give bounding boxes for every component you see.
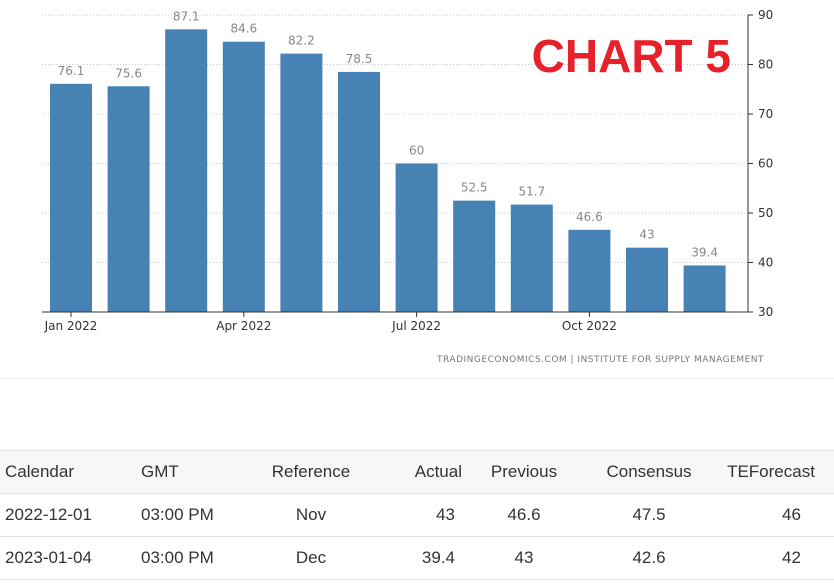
bar <box>626 247 668 312</box>
y-tick-label: 60 <box>758 157 773 171</box>
bar <box>510 204 553 312</box>
cell-consensus: 47.5 <box>581 493 717 537</box>
x-tick-label: Jul 2022 <box>391 319 441 333</box>
header-previous: Previous <box>467 450 581 494</box>
data-label: 52.5 <box>461 181 488 195</box>
cell-actual: 43 <box>370 493 467 537</box>
cell-teforecast: 46 <box>717 493 834 537</box>
y-tick-label: 90 <box>758 8 773 22</box>
data-label: 51.7 <box>518 185 545 199</box>
bar <box>338 71 380 312</box>
cell-previous: 43 <box>467 536 581 580</box>
cell-gmt: 03:00 PM <box>136 493 252 537</box>
data-label: 78.5 <box>346 52 373 66</box>
data-label: 39.4 <box>691 245 718 259</box>
x-tick-label: Jan 2022 <box>44 319 98 333</box>
x-tick-label: Oct 2022 <box>562 319 617 333</box>
header-reference: Reference <box>252 450 370 494</box>
cell-gmt: 03:00 PM <box>136 536 252 580</box>
table-row: 2022-12-01 03:00 PM Nov 43 46.6 47.5 46 <box>0 493 834 537</box>
header-calendar: Calendar <box>0 450 136 494</box>
bar-chart: 76.1 75.6 87.1 84.6 82.2 78.5 60 52.5 51.7 46.6 43… <box>42 8 773 365</box>
chart-container: 76.1 75.6 87.1 84.6 82.2 78.5 60 52.5 51.7 46.6 43… <box>0 8 834 379</box>
cell-reference: Nov <box>252 493 370 537</box>
cell-previous: 46.6 <box>467 493 581 537</box>
y-tick-label: 80 <box>758 58 773 72</box>
data-label: 60 <box>409 144 424 158</box>
cell-actual: 39.4 <box>370 536 467 580</box>
bar <box>50 83 92 313</box>
data-label: 82.2 <box>288 34 315 48</box>
bar <box>280 53 323 313</box>
chart-title: CHART 5 <box>532 30 731 82</box>
bar <box>107 86 150 312</box>
bar <box>453 200 496 312</box>
cell-consensus: 42.6 <box>581 536 717 580</box>
chart-source: TRADINGECONOMICS.COM | INSTITUTE FOR SUP… <box>436 355 764 365</box>
cell-teforecast: 42 <box>717 536 834 580</box>
data-label: 76.1 <box>58 64 85 78</box>
y-tick-label: 40 <box>758 256 773 270</box>
y-tick-label: 50 <box>758 206 773 220</box>
data-label: 84.6 <box>230 22 257 36</box>
data-label: 75.6 <box>115 66 142 80</box>
bar <box>683 265 726 312</box>
cell-calendar: 2023-01-04 <box>0 536 136 580</box>
cell-calendar: 2022-12-01 <box>0 493 136 537</box>
x-tick-label: Apr 2022 <box>216 319 271 333</box>
y-tick-label: 70 <box>758 107 773 121</box>
data-label: 43 <box>639 228 654 242</box>
data-label: 46.6 <box>576 210 603 224</box>
y-axis: 30 40 50 60 70 80 90 <box>747 8 773 319</box>
data-label: 87.1 <box>173 9 200 23</box>
y-tick-label: 30 <box>758 305 773 319</box>
table-header-row: Calendar GMT Reference Actual Previous C… <box>0 450 834 494</box>
calendar-table: Calendar GMT Reference Actual Previous C… <box>0 450 834 580</box>
bar <box>568 229 611 312</box>
header-teforecast: TEForecast <box>717 450 834 494</box>
table-row: 2023-01-04 03:00 PM Dec 39.4 43 42.6 42 <box>0 536 834 580</box>
header-gmt: GMT <box>136 450 252 494</box>
data-labels: 76.1 75.6 87.1 84.6 82.2 78.5 60 52.5 51.7 46.6 43… <box>58 9 718 259</box>
bar <box>222 41 265 312</box>
cell-reference: Dec <box>252 536 370 580</box>
x-axis: Jan 2022 Apr 2022 Jul 2022 Oct 2022 <box>42 311 748 333</box>
header-consensus: Consensus <box>581 450 717 494</box>
bars <box>50 29 726 313</box>
bar <box>395 163 438 312</box>
bar <box>165 29 208 312</box>
header-actual: Actual <box>370 450 467 494</box>
